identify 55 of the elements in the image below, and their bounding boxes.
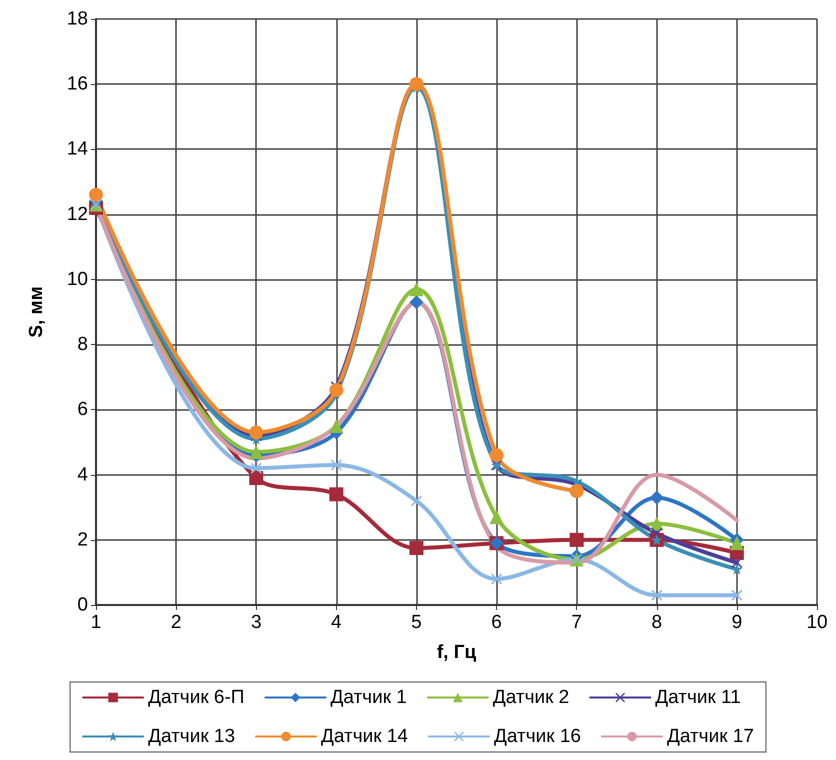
- point: [249, 444, 264, 459]
- y-tick-label: 2: [77, 529, 88, 550]
- legend-label: Датчик 14: [321, 726, 408, 747]
- point: [491, 573, 502, 584]
- x-tick-label: 7: [571, 612, 582, 633]
- y-tick-label: 8: [77, 334, 88, 356]
- point: [250, 462, 262, 474]
- x-axis-title: f, Гц: [436, 642, 476, 663]
- legend-label: Датчик 6-П: [148, 687, 244, 708]
- x-tick-label: 8: [651, 612, 662, 633]
- legend-label: Датчик 11: [655, 687, 741, 708]
- y-tick-label: 4: [77, 464, 88, 486]
- point: [731, 590, 742, 601]
- y-tick-label: 12: [66, 204, 88, 225]
- point: [249, 471, 264, 486]
- point: [89, 188, 103, 202]
- x-tick-label: 1: [90, 612, 102, 633]
- legend-label: Датчик 17: [666, 726, 754, 747]
- legend-label: Датчик 1: [330, 687, 407, 708]
- x-tick-label: 2: [170, 612, 182, 633]
- legend-label: Датчик 16: [494, 726, 581, 747]
- y-tick-label: 14: [66, 138, 88, 160]
- point: [490, 448, 504, 462]
- point: [730, 536, 744, 550]
- point: [490, 510, 504, 524]
- x-tick-label: 9: [732, 612, 742, 633]
- point: [329, 487, 344, 502]
- point: [410, 495, 422, 506]
- y-tick-label: 0: [77, 594, 88, 616]
- x-tick-label: 6: [491, 612, 502, 633]
- point: [409, 295, 424, 310]
- legend-label: Датчик 13: [148, 726, 236, 747]
- point: [249, 425, 264, 440]
- y-tick-label: 18: [66, 8, 88, 30]
- point: [731, 557, 742, 568]
- x-tick-label: 4: [331, 612, 342, 633]
- y-tick-label: 6: [77, 399, 88, 420]
- point: [329, 418, 344, 433]
- x-tick-label: 10: [806, 612, 828, 633]
- point: [650, 516, 664, 531]
- point: [409, 541, 424, 556]
- legend-label: Датчик 2: [492, 687, 570, 708]
- point: [651, 528, 662, 539]
- point: [570, 484, 584, 498]
- point: [330, 460, 342, 471]
- point: [409, 282, 424, 296]
- point: [651, 590, 662, 601]
- y-tick-label: 10: [66, 268, 88, 290]
- y-tick-label: 16: [66, 74, 88, 95]
- y-axis-title: S, мм: [26, 286, 47, 338]
- point: [570, 532, 584, 547]
- point: [650, 490, 664, 505]
- x-tick-label: 5: [411, 612, 422, 633]
- x-tick-label: 3: [250, 612, 262, 633]
- point: [731, 564, 742, 575]
